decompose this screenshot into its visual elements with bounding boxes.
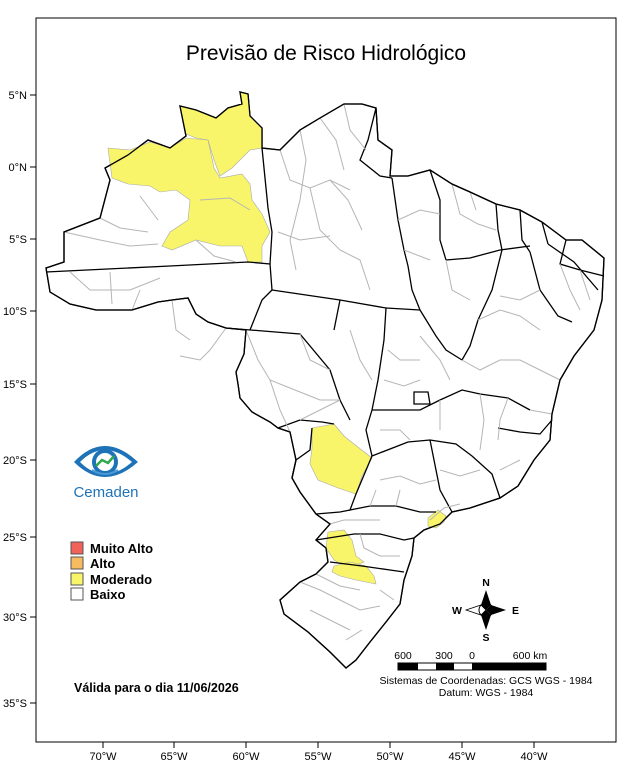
lat-tick-label: 5°S bbox=[9, 234, 27, 246]
lon-tick-label: 70°W bbox=[89, 751, 117, 763]
lat-tick-label: 15°S bbox=[3, 379, 27, 391]
lon-tick-label: 60°W bbox=[232, 751, 260, 763]
lat-tick-label: 20°S bbox=[3, 455, 27, 467]
lon-tick-label: 50°W bbox=[376, 751, 404, 763]
lat-tick-label: 35°S bbox=[3, 698, 27, 710]
lat-tick-label: 30°S bbox=[3, 612, 27, 624]
legend-swatch-muito-alto bbox=[70, 541, 84, 555]
legend-swatch-alto bbox=[70, 556, 84, 570]
lon-tick-label: 65°W bbox=[160, 751, 188, 763]
brazil-outline-stroke bbox=[45, 91, 605, 669]
compass-s: S bbox=[482, 632, 489, 644]
risk-area-ms-sul bbox=[309, 423, 373, 495]
lat-tick-label: 0°N bbox=[9, 162, 28, 174]
lat-tick-label: 10°S bbox=[3, 306, 27, 318]
scale-label: 600 km bbox=[513, 650, 548, 662]
legend-label: Moderado bbox=[90, 572, 152, 587]
legend-swatch-baixo bbox=[70, 587, 84, 601]
compass-e: E bbox=[512, 605, 519, 617]
crs-line-1: Sistemas de Coordenadas: GCS WGS - 1984 bbox=[379, 675, 592, 687]
validity-date: Válida para o dia 11/06/2026 bbox=[74, 681, 239, 695]
scale-bar: 600 300 0 600 km bbox=[394, 650, 548, 671]
state-borders bbox=[45, 107, 605, 573]
lat-tick-label: 5°N bbox=[9, 90, 28, 102]
risk-area-sc-oeste bbox=[325, 529, 365, 569]
compass-rose: N S E W bbox=[452, 577, 519, 644]
lon-tick-label: 55°W bbox=[304, 751, 332, 763]
map-title: Previsão de Risco Hidrológico bbox=[186, 42, 466, 65]
risk-areas-moderado bbox=[107, 91, 447, 585]
scale-label: 0 bbox=[469, 650, 475, 662]
legend-swatch-moderado bbox=[70, 572, 84, 586]
crs-line-2: Datum: WGS - 1984 bbox=[439, 687, 534, 699]
compass-n: N bbox=[482, 577, 490, 589]
legend-label: Baixo bbox=[90, 587, 125, 602]
lat-tick-label: 25°S bbox=[3, 532, 27, 544]
risk-area-litoral-sp bbox=[427, 509, 447, 529]
legend: Muito Alto Alto Moderado Baixo bbox=[70, 541, 153, 602]
compass-w: W bbox=[452, 605, 462, 617]
latitude-axis: 5°N 0°N 5°S 10°S 15°S 20°S 25°S 30°S 35°… bbox=[3, 90, 36, 710]
municipal-borders bbox=[63, 103, 591, 641]
legend-label: Muito Alto bbox=[90, 541, 153, 556]
longitude-axis: 70°W 65°W 60°W 55°W 50°W 45°W 40°W bbox=[89, 742, 548, 763]
legend-label: Alto bbox=[90, 556, 115, 571]
scale-label: 300 bbox=[435, 650, 453, 662]
cemaden-logo: Cemaden bbox=[73, 446, 139, 501]
risk-area-rs-norte bbox=[331, 561, 377, 585]
lon-tick-label: 40°W bbox=[520, 751, 548, 763]
lon-tick-label: 45°W bbox=[448, 751, 476, 763]
scale-label: 600 bbox=[394, 650, 412, 662]
logo-text: Cemaden bbox=[73, 484, 138, 501]
